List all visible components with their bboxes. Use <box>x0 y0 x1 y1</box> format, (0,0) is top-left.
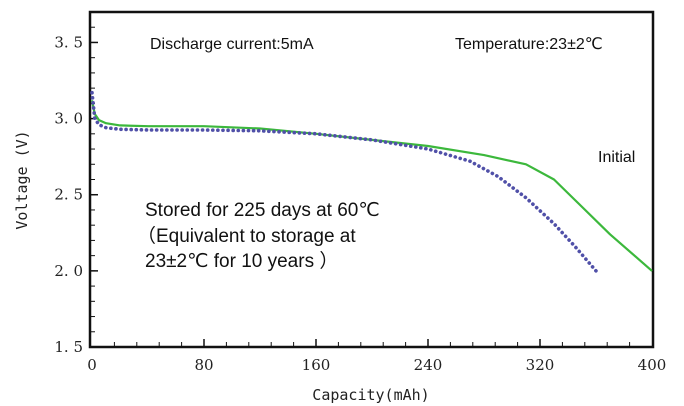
x-tick-label: 320 <box>526 356 555 374</box>
annotation-stored-line-1: Stored for 225 days at 60℃ <box>145 200 380 221</box>
y-tick-label: 2. 5 <box>54 186 83 204</box>
annotation-stored-line-3: 23±2℃ for 10 years ） <box>145 250 338 272</box>
y-minor-ticks <box>90 26 95 333</box>
plot-frame <box>88 10 655 349</box>
annotation-stored-line-2: （Equivalent to storage at <box>137 225 356 247</box>
x-tick-label: 0 <box>87 356 97 374</box>
series-layer <box>90 90 653 273</box>
x-minor-ticks <box>113 342 631 347</box>
y-tick-label: 1. 5 <box>54 338 83 356</box>
x-axis-title: Capacity(mAh) <box>312 386 429 404</box>
x-tick-label: 240 <box>414 356 443 374</box>
annotation-initial: Initial <box>598 149 635 166</box>
x-tick-label: 400 <box>638 356 667 374</box>
y-axis-title: Voltage (V) <box>13 130 31 229</box>
annotation-discharge-current: Discharge current:5mA <box>150 36 314 53</box>
y-tick-labels: 1. 5 2. 0 2. 5 3. 0 3. 5 <box>54 33 98 356</box>
x-tick-label: 160 <box>302 356 331 374</box>
annotation-temperature: Temperature:23±2℃ <box>455 36 603 53</box>
x-tick-labels: 0 80 160 240 320 400 <box>87 339 666 374</box>
series-stored-dotted-line <box>90 90 598 273</box>
y-tick-label: 2. 0 <box>54 262 83 280</box>
y-tick-label: 3. 5 <box>54 33 83 51</box>
x-tick-label: 80 <box>194 356 213 374</box>
y-tick-label: 3. 0 <box>54 110 83 128</box>
